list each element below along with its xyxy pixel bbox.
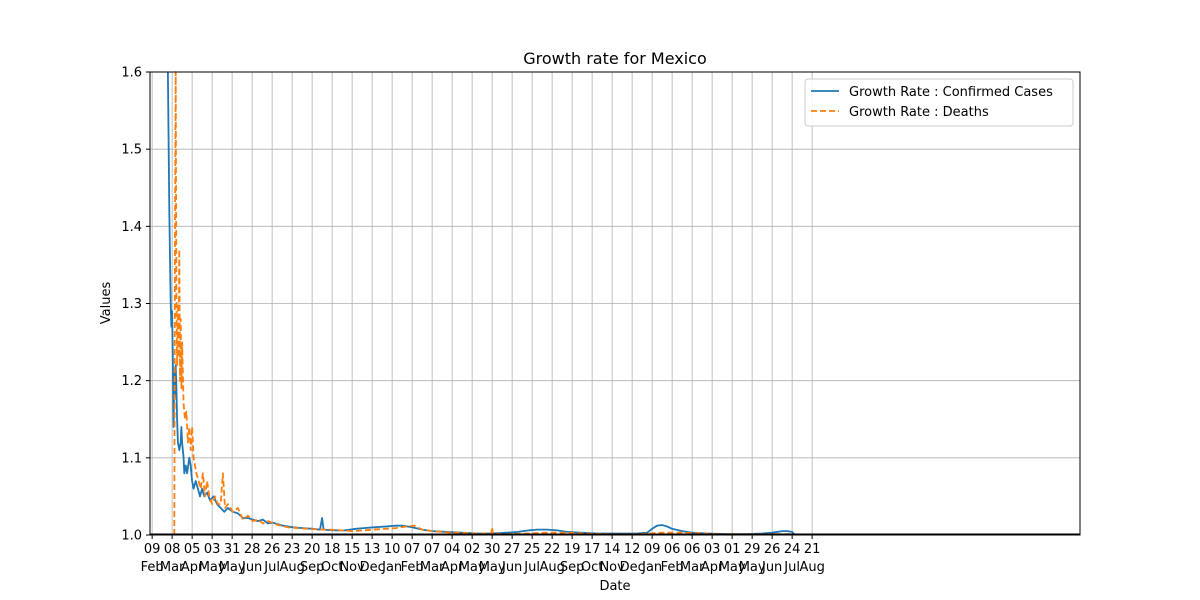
x-tick-day-label: 18 (324, 542, 341, 557)
x-tick-day-label: 19 (564, 542, 581, 557)
x-tick-month-label: Oct (581, 560, 603, 575)
x-tick-day-label: 05 (184, 542, 201, 557)
x-tick-month-label: May (739, 560, 766, 575)
x-axis-ticks: 09Feb08Mar05Apr03May31May28Jun26Jul23Aug… (141, 535, 825, 575)
x-tick-day-label: 03 (704, 542, 721, 557)
x-tick-day-label: 15 (344, 542, 361, 557)
x-tick-month-label: Oct (321, 560, 343, 575)
x-tick-day-label: 29 (744, 542, 761, 557)
x-tick-day-label: 23 (284, 542, 301, 557)
x-tick-month-label: Mar (420, 560, 445, 575)
x-tick-day-label: 08 (164, 542, 181, 557)
x-tick-day-label: 30 (484, 542, 501, 557)
x-tick-day-label: 02 (464, 542, 481, 557)
x-tick-month-label: Sep (300, 560, 325, 575)
x-tick-day-label: 10 (384, 542, 401, 557)
x-tick-day-label: 27 (504, 542, 521, 557)
x-tick-month-label: Dec (620, 560, 645, 575)
y-tick-label: 1.3 (121, 297, 142, 312)
x-tick-day-label: 12 (624, 542, 641, 557)
x-tick-month-label: May (479, 560, 506, 575)
y-tick-label: 1.0 (121, 529, 142, 544)
y-axis-label: Values (99, 282, 114, 325)
x-tick-month-label: Feb (661, 560, 684, 575)
x-tick-month-label: Feb (401, 560, 424, 575)
x-tick-month-label: Nov (339, 560, 365, 575)
x-tick-day-label: 25 (524, 542, 541, 557)
x-tick-month-label: Apr (441, 560, 464, 575)
x-tick-month-label: Mar (160, 560, 185, 575)
y-tick-label: 1.2 (121, 374, 142, 389)
x-tick-day-label: 22 (544, 542, 561, 557)
x-tick-month-label: May (199, 560, 226, 575)
legend-box (804, 78, 1074, 127)
x-tick-month-label: Dec (360, 560, 385, 575)
x-tick-day-label: 13 (364, 542, 381, 557)
x-tick-day-label: 24 (784, 542, 801, 557)
x-tick-day-label: 21 (804, 542, 821, 557)
x-tick-month-label: Nov (599, 560, 625, 575)
y-tick-label: 1.6 (121, 66, 142, 81)
x-tick-month-label: Jun (241, 560, 262, 575)
x-tick-month-label: Jan (381, 560, 402, 575)
x-tick-day-label: 26 (764, 542, 781, 557)
x-tick-day-label: 03 (204, 542, 221, 557)
x-tick-day-label: 31 (224, 542, 241, 557)
x-tick-month-label: Jul (263, 560, 280, 575)
grid-lines (150, 71, 1080, 536)
x-tick-month-label: Jun (501, 560, 522, 575)
x-tick-month-label: Apr (701, 560, 724, 575)
x-tick-month-label: Sep (560, 560, 585, 575)
x-tick-month-label: Jun (761, 560, 782, 575)
legend-label-deaths: Growth Rate : Deaths (849, 105, 989, 120)
y-axis-ticks: 1.0 1.1 1.2 1.3 1.4 1.5 1.6 (121, 66, 150, 544)
legend: Growth Rate : Confirmed Cases Growth Rat… (804, 78, 1074, 127)
legend-label-confirmed-cases: Growth Rate : Confirmed Cases (849, 85, 1053, 100)
x-tick-day-label: 06 (684, 542, 701, 557)
x-tick-day-label: 01 (724, 542, 741, 557)
x-tick-month-label: Jan (641, 560, 662, 575)
x-tick-day-label: 07 (424, 542, 441, 557)
x-tick-day-label: 09 (144, 542, 161, 557)
x-tick-month-label: Mar (680, 560, 705, 575)
x-tick-day-label: 28 (244, 542, 261, 557)
x-tick-day-label: 04 (444, 542, 461, 557)
x-tick-month-label: May (719, 560, 746, 575)
x-tick-month-label: Feb (141, 560, 164, 575)
x-axis-label: Date (599, 579, 630, 594)
y-tick-label: 1.5 (121, 143, 142, 158)
y-tick-label: 1.1 (121, 451, 142, 466)
x-tick-month-label: May (219, 560, 246, 575)
x-tick-day-label: 09 (644, 542, 661, 557)
chart-title: Growth rate for Mexico (523, 49, 707, 68)
x-tick-day-label: 06 (664, 542, 681, 557)
x-tick-day-label: 20 (304, 542, 321, 557)
x-tick-month-label: Aug (279, 560, 304, 575)
x-tick-day-label: 07 (404, 542, 421, 557)
x-tick-month-label: Aug (799, 560, 824, 575)
x-tick-day-label: 14 (604, 542, 621, 557)
x-tick-month-label: Aug (539, 560, 564, 575)
x-tick-day-label: 17 (584, 542, 601, 557)
x-tick-month-label: May (459, 560, 486, 575)
y-tick-label: 1.4 (121, 220, 142, 235)
x-tick-day-label: 26 (264, 542, 281, 557)
x-tick-month-label: Jul (523, 560, 540, 575)
x-tick-month-label: Apr (181, 560, 204, 575)
x-tick-month-label: Jul (783, 560, 800, 575)
